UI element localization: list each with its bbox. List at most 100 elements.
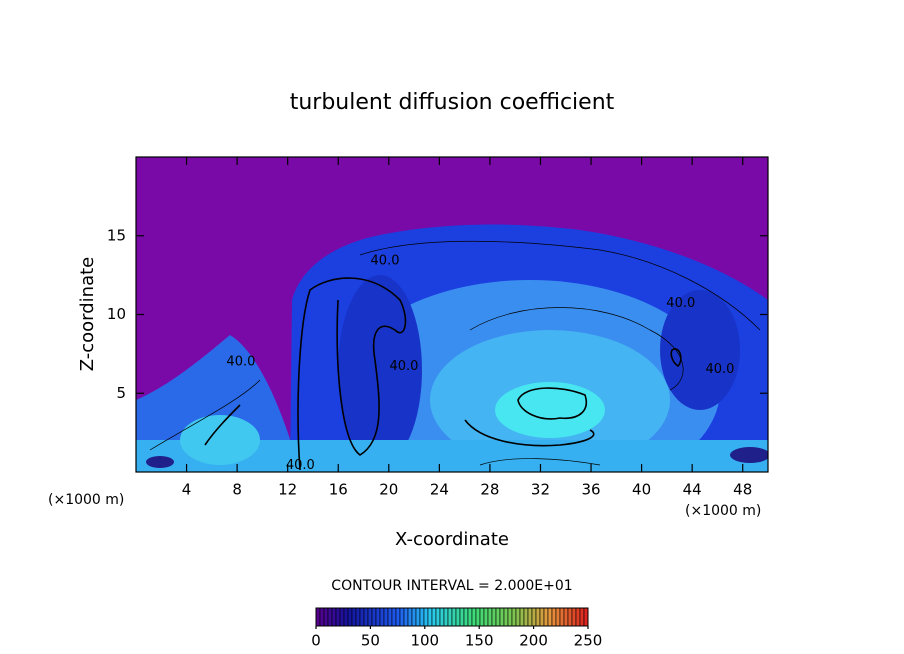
- contour-label: 40.0: [389, 359, 418, 374]
- colorbar-swatch: [583, 607, 589, 627]
- colorbar-swatch: [327, 607, 333, 627]
- x-unit-label: (×1000 m): [48, 492, 124, 508]
- colorbar-swatch: [359, 607, 365, 627]
- colorbar-swatch: [451, 607, 457, 627]
- x-tick-label: 4: [182, 481, 192, 499]
- colorbar-swatch: [579, 607, 585, 627]
- colorbar-swatch: [375, 607, 381, 627]
- y-axis-label: Z-coordinate: [77, 257, 98, 372]
- colorbar-swatch: [547, 607, 553, 627]
- colorbar-swatch: [395, 607, 401, 627]
- colorbar-swatch: [563, 607, 569, 627]
- x-tick-label: 16: [329, 481, 348, 499]
- colorbar-swatch: [487, 607, 493, 627]
- x-unit-label: (×1000 m): [685, 503, 761, 519]
- chart-title: turbulent diffusion coefficient: [290, 90, 615, 115]
- colorbar-swatch: [403, 607, 409, 627]
- colorbar-swatch: [387, 607, 393, 627]
- colorbar-swatch: [323, 607, 329, 627]
- contour-label: 40.0: [371, 253, 400, 268]
- colorbar-swatch: [483, 607, 489, 627]
- colorbar-swatch: [459, 607, 465, 627]
- y-tick-label: 15: [107, 226, 126, 244]
- colorbar-swatch: [411, 607, 417, 627]
- colorbar-swatch: [319, 607, 325, 627]
- x-tick-label: 24: [430, 481, 449, 499]
- colorbar-swatch: [539, 607, 545, 627]
- colorbar-swatch: [511, 607, 517, 627]
- colorbar-swatch: [455, 607, 461, 627]
- colorbar-tick-label: 250: [574, 632, 603, 650]
- y-tick-label: 10: [107, 305, 126, 323]
- colorbar-swatch: [363, 607, 369, 627]
- colorbar-swatch: [391, 607, 397, 627]
- colorbar-swatch: [555, 607, 561, 627]
- colorbar-tick-label: 150: [465, 632, 494, 650]
- colorbar-swatch: [519, 607, 525, 627]
- colorbar-swatch: [471, 607, 477, 627]
- colorbar-swatch: [407, 607, 413, 627]
- colorbar-swatch: [495, 607, 501, 627]
- colorbar-swatch: [343, 607, 349, 627]
- colorbar-swatch: [571, 607, 577, 627]
- colorbar-swatch: [559, 607, 565, 627]
- colorbar-swatch: [447, 607, 453, 627]
- colorbar-tick-label: 200: [519, 632, 548, 650]
- colorbar-swatch: [443, 607, 449, 627]
- colorbar-swatch: [379, 607, 385, 627]
- colorbar-swatch: [367, 607, 373, 627]
- colorbar-swatch: [399, 607, 405, 627]
- colorbar-swatch: [435, 607, 441, 627]
- colorbar-swatch: [371, 607, 377, 627]
- colorbar-swatch: [527, 607, 533, 627]
- colorbar: 0 50 100 150 200 250: [311, 607, 603, 650]
- colorbar-swatch: [515, 607, 521, 627]
- colorbar-swatch: [507, 607, 513, 627]
- colorbar-swatch: [335, 607, 341, 627]
- colorbar-swatch: [351, 607, 357, 627]
- colorbar-swatch: [347, 607, 353, 627]
- colorbar-swatch: [431, 607, 437, 627]
- colorbar-swatch: [499, 607, 505, 627]
- colorbar-tick-label: 50: [361, 632, 380, 650]
- x-tick-label: 12: [278, 481, 297, 499]
- contour-label: 40.0: [705, 362, 734, 377]
- colorbar-swatch: [523, 607, 529, 627]
- colorbar-swatch: [535, 607, 541, 627]
- colorbar-swatch: [355, 607, 361, 627]
- x-tick-label: 40: [632, 481, 651, 499]
- contour-label: 40.0: [286, 458, 315, 473]
- x-tick-label: 36: [581, 481, 600, 499]
- colorbar-swatch: [479, 607, 485, 627]
- colorbar-swatch: [551, 607, 557, 627]
- colorbar-swatch: [575, 607, 581, 627]
- contour-label: 40.0: [226, 354, 255, 369]
- contour-interval: CONTOUR INTERVAL = 2.000E+01: [331, 578, 572, 594]
- colorbar-swatch: [419, 607, 425, 627]
- colorbar-swatch: [475, 607, 481, 627]
- x-tick-label: 44: [683, 481, 702, 499]
- colorbar-swatch: [567, 607, 573, 627]
- colorbar-swatch: [439, 607, 445, 627]
- colorbar-swatch: [383, 607, 389, 627]
- colorbar-swatch: [463, 607, 469, 627]
- colorbar-tick-label: 100: [410, 632, 439, 650]
- colorbar-swatch: [467, 607, 473, 627]
- x-axis-label: X-coordinate: [395, 529, 509, 550]
- colorbar-frame: [315, 607, 589, 627]
- colorbar-tick-label: 0: [311, 632, 321, 650]
- x-tick-label: 32: [531, 481, 550, 499]
- colorbar-swatch: [423, 607, 429, 627]
- colorbar-swatch: [339, 607, 345, 627]
- x-tick-label: 8: [232, 481, 242, 499]
- contour-field: [136, 157, 768, 472]
- colorbar-swatch: [315, 607, 321, 627]
- y-tick-label: 5: [116, 384, 126, 402]
- colorbar-swatch: [415, 607, 421, 627]
- colorbar-swatch: [331, 607, 337, 627]
- x-tick-label: 28: [480, 481, 499, 499]
- x-tick-label: 20: [379, 481, 398, 499]
- contour-label: 40.0: [666, 296, 695, 311]
- colorbar-swatch: [531, 607, 537, 627]
